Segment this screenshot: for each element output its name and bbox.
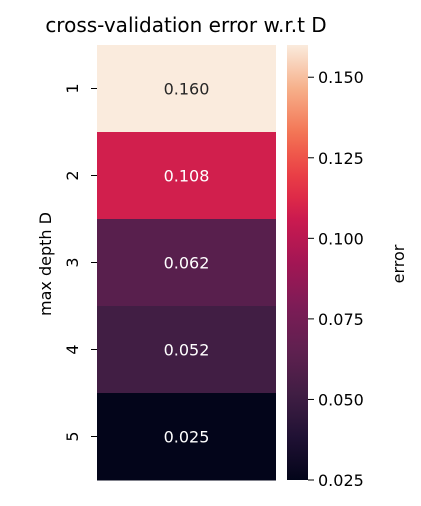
- colorbar-label: error: [389, 244, 408, 283]
- colorbar-tick-label: 0.050: [318, 390, 364, 409]
- colorbar-tick-label: 0.125: [318, 149, 364, 168]
- colorbar-ticks: 0.025 0.050 0.075 0.100 0.125 0.150: [308, 68, 364, 490]
- y-tick-label: 2: [63, 170, 82, 180]
- colorbar-tick-label: 0.150: [318, 68, 364, 87]
- heatmap-cell-1: [97, 45, 276, 133]
- colorbar: [287, 45, 308, 480]
- cell-value-label: 0.052: [164, 341, 210, 360]
- cell-value-label: 0.025: [164, 428, 210, 447]
- heatmap-cell-5: [97, 393, 276, 481]
- cell-value-label: 0.160: [164, 80, 210, 99]
- heatmap-cell-3: [97, 219, 276, 307]
- y-tick-label: 3: [63, 257, 82, 267]
- heatmap-cells: 0.160 0.108 0.062 0.052 0.025: [97, 45, 276, 481]
- colorbar-tick-label: 0.025: [318, 471, 364, 490]
- y-tick-label: 1: [63, 83, 82, 93]
- cell-value-label: 0.062: [164, 254, 210, 273]
- heatmap-cell-4: [97, 306, 276, 394]
- chart-title: cross-validation error w.r.t D: [45, 13, 326, 37]
- y-axis-ticks: 1 2 3 4 5: [63, 83, 97, 442]
- cell-value-label: 0.108: [164, 167, 210, 186]
- colorbar-tick-label: 0.100: [318, 229, 364, 248]
- colorbar-tick-label: 0.075: [318, 310, 364, 329]
- y-axis-label: max depth D: [36, 212, 55, 316]
- y-tick-label: 4: [63, 344, 82, 354]
- heatmap-cell-2: [97, 132, 276, 220]
- y-tick-label: 5: [63, 431, 82, 441]
